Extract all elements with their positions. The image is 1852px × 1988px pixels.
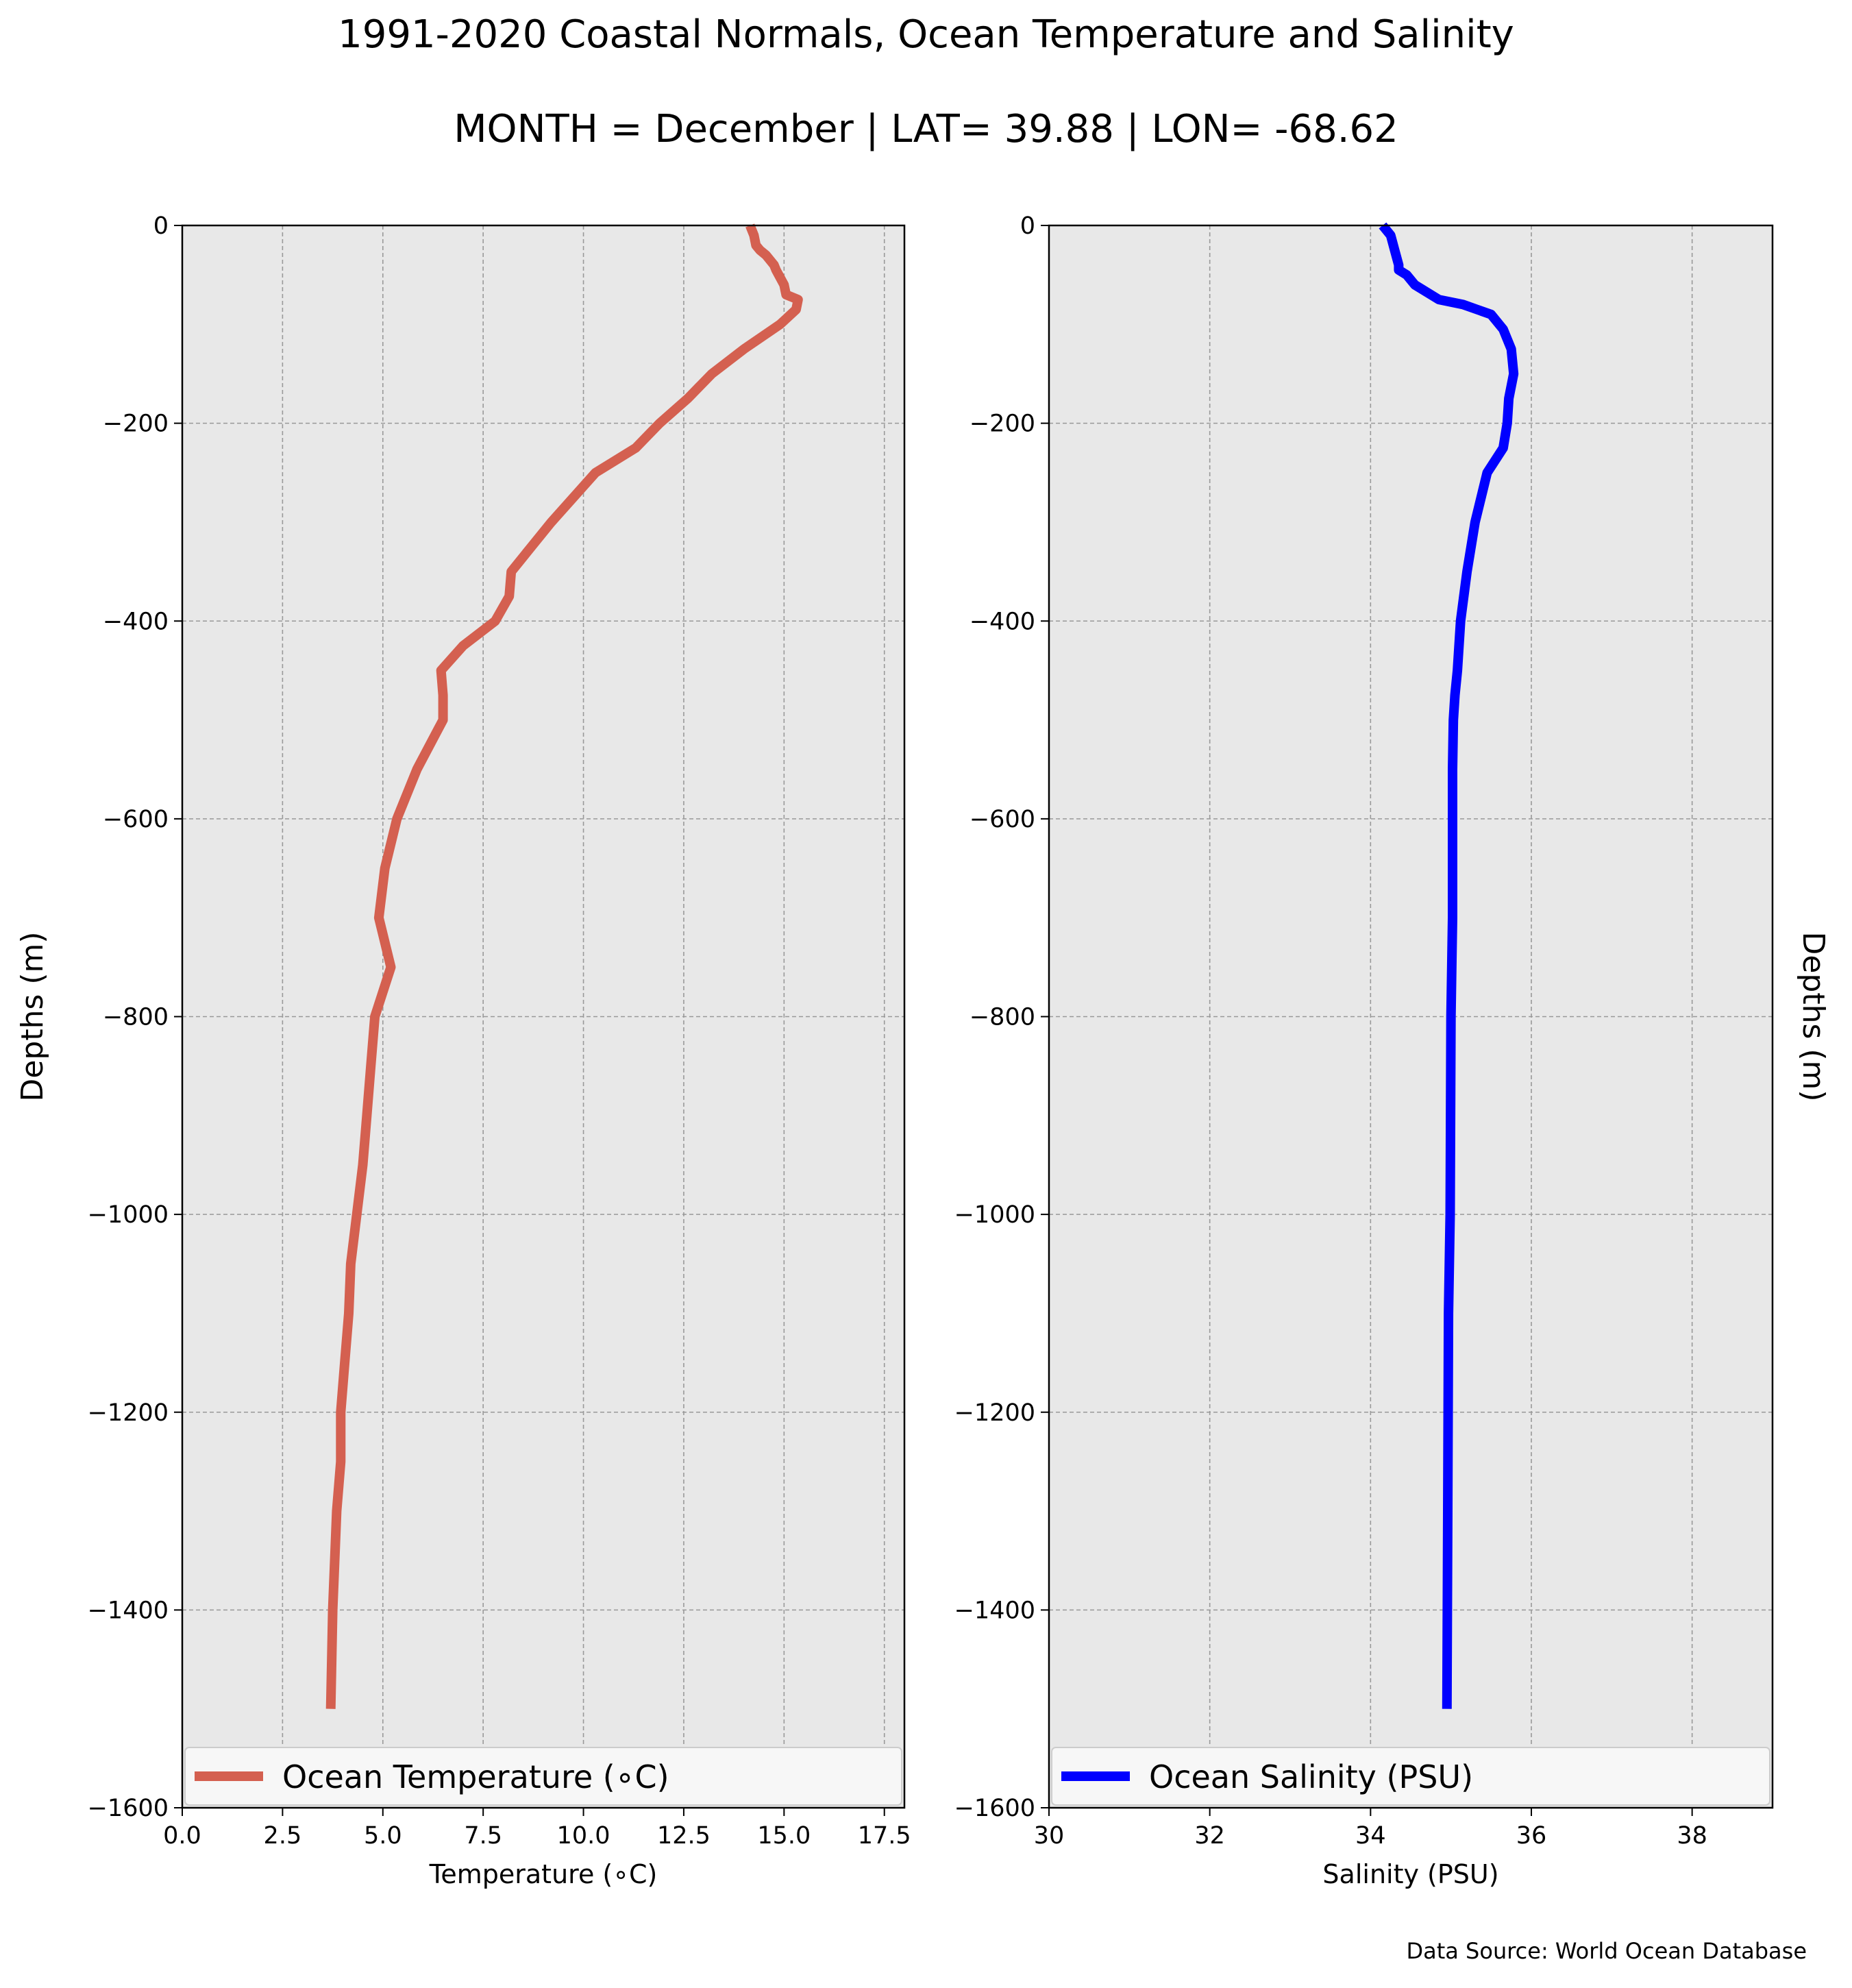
sal-x-tick-label: 32 bbox=[1194, 1822, 1225, 1850]
sal-x-tick-label: 34 bbox=[1355, 1822, 1386, 1850]
temp-y-tick-label: −200 bbox=[103, 410, 169, 438]
temp-x-tick-label: 7.5 bbox=[464, 1822, 502, 1850]
temp-legend-box bbox=[184, 1747, 902, 1806]
temp-x-tick-label: 10.0 bbox=[557, 1822, 610, 1850]
temp-x-axis-label: Temperature (∘C) bbox=[429, 1859, 658, 1889]
sal-x-tick-label: 30 bbox=[1034, 1822, 1065, 1850]
sal-plot-area bbox=[1049, 225, 1773, 1808]
temp-x-tick-label: 17.5 bbox=[858, 1822, 911, 1850]
sal-y-tick-label: −400 bbox=[970, 608, 1035, 635]
temp-y-axis-label: Depths (m) bbox=[15, 931, 50, 1101]
temp-y-tick-label: −1400 bbox=[88, 1597, 169, 1624]
temp-x-tick-label: 5.0 bbox=[364, 1822, 402, 1850]
sal-x-tick-label: 38 bbox=[1677, 1822, 1707, 1850]
sal-y-tick-label: −1400 bbox=[954, 1597, 1035, 1624]
sal-legend-label: Ocean Salinity (PSU) bbox=[1149, 1758, 1473, 1795]
temp-y-tick-label: 0 bbox=[153, 212, 169, 240]
temp-x-tick-label: 0.0 bbox=[163, 1822, 201, 1850]
sal-y-tick-label: −1200 bbox=[954, 1399, 1035, 1427]
temp-y-tick-label: −1000 bbox=[88, 1201, 169, 1229]
temp-y-tick-label: −1200 bbox=[88, 1399, 169, 1427]
temperature-panel: Ocean Temperature (∘C) 0.0 2.5 5.0 7.5 10.0 12… bbox=[15, 212, 911, 1889]
temp-y-tick-label: −600 bbox=[103, 806, 169, 833]
temp-legend-label: Ocean Temperature (∘C) bbox=[282, 1758, 669, 1795]
temp-y-tick-label: −1600 bbox=[88, 1795, 169, 1822]
temp-x-tick-label: 12.5 bbox=[657, 1822, 711, 1850]
sal-y-tick-label: −200 bbox=[970, 410, 1035, 438]
sal-x-axis-label: Salinity (PSU) bbox=[1322, 1859, 1498, 1889]
sal-y-tick-label: −600 bbox=[970, 806, 1035, 833]
sal-y-tick-label: −1000 bbox=[954, 1201, 1035, 1229]
sal-legend-box bbox=[1051, 1747, 1770, 1806]
temp-y-tick-label: −400 bbox=[103, 608, 169, 635]
temp-y-tick-label: −800 bbox=[103, 1004, 169, 1031]
temp-series-line bbox=[325, 223, 803, 1709]
data-source-note: Data Source: World Ocean Database bbox=[1406, 1938, 1807, 1964]
sal-y-tick-label: −800 bbox=[970, 1004, 1035, 1031]
sal-y-tick-label: −1600 bbox=[954, 1795, 1035, 1822]
salinity-panel: Ocean Salinity (PSU) 30 32 34 36 38 0 −200 −400 −… bbox=[954, 212, 1831, 1889]
sal-x-tick-label: 36 bbox=[1516, 1822, 1547, 1850]
chart-subtitle: MONTH = December | LAT= 39.88 | LON= -68… bbox=[454, 107, 1398, 151]
sal-series-line bbox=[1379, 222, 1519, 1709]
sal-y-axis-label: Depths (m) bbox=[1796, 931, 1831, 1101]
chart-title: 1991-2020 Coastal Normals, Ocean Tempera… bbox=[338, 12, 1514, 57]
temp-x-tick-label: 2.5 bbox=[264, 1822, 302, 1850]
temp-x-tick-label: 15.0 bbox=[757, 1822, 811, 1850]
sal-y-tick-label: 0 bbox=[1020, 212, 1035, 240]
